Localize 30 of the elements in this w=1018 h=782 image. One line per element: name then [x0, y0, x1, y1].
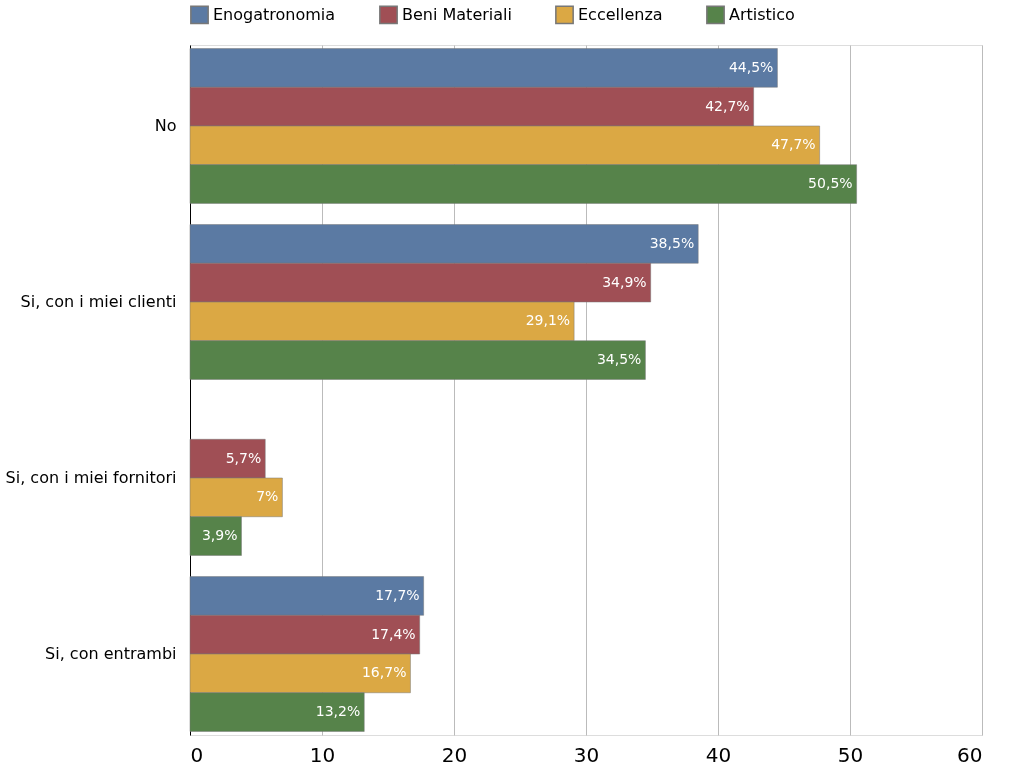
data-label: 5,7% — [225, 449, 262, 466]
y-tick-label: No — [154, 115, 177, 135]
data-label: 3,9% — [201, 527, 238, 544]
x-tick-label: 30 — [573, 742, 600, 767]
data-label: 50,5% — [808, 175, 853, 192]
legend-label: Beni Materiali — [402, 4, 512, 24]
data-label: 42,7% — [705, 97, 750, 114]
x-tick-label: 60 — [957, 742, 983, 767]
x-tick-label: 10 — [309, 742, 336, 767]
data-label: 29,1% — [525, 312, 571, 329]
data-label: 34,9% — [602, 273, 647, 290]
data-label: 34,5% — [596, 351, 642, 368]
data-label: 47,7% — [771, 136, 816, 153]
legend-label: Enogatronomia — [213, 4, 336, 24]
legend-label: Artistico — [729, 4, 795, 24]
data-label: 44,5% — [728, 58, 774, 75]
legend-label: Eccellenza — [578, 4, 663, 24]
data-label: 17,4% — [371, 625, 416, 642]
y-tick-label: Si, con entrambi — [45, 644, 177, 664]
data-label: 7% — [256, 488, 279, 505]
y-tick-label: Si, con i miei clienti — [20, 291, 177, 311]
data-label: 38,5% — [649, 234, 695, 251]
x-tick-label: 50 — [837, 742, 864, 767]
y-tick-label: Si, con i miei fornitori — [5, 468, 177, 488]
data-label: 13,2% — [315, 703, 361, 720]
data-label: 16,7% — [361, 664, 407, 681]
x-tick-label: 0 — [190, 742, 204, 767]
x-tick-label: 20 — [441, 742, 468, 767]
x-tick-label: 40 — [705, 742, 732, 767]
data-label: 17,7% — [375, 586, 420, 603]
